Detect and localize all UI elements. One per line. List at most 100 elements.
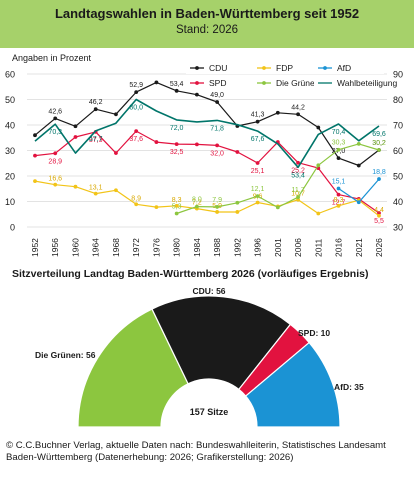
- y-tick-label-right: 90: [393, 70, 403, 80]
- data-point-cdu: [296, 112, 300, 117]
- data-point-die-gr-nen: [377, 148, 381, 152]
- x-tick-label: 2021: [354, 238, 364, 257]
- x-tick-label: 1988: [212, 238, 222, 257]
- data-point-fdp: [93, 191, 98, 196]
- data-label-fdp: 4,4: [374, 207, 384, 214]
- legend-dot-fdp: [262, 66, 266, 70]
- y-tick-label-left: 10: [5, 197, 15, 207]
- data-point-fdp: [316, 211, 321, 216]
- data-label-cdu: 44,2: [291, 104, 305, 111]
- legend-label-fdp: FDP: [276, 63, 293, 73]
- data-point-spd: [134, 129, 139, 134]
- data-point-fdp: [336, 203, 341, 208]
- data-point-spd: [336, 192, 341, 197]
- seat-label-die-gr-nen: Die Grünen: 56: [35, 350, 96, 360]
- y-tick-label-right: 70: [393, 121, 403, 131]
- data-point-fdp: [114, 188, 118, 193]
- data-label-spd: 25,1: [251, 168, 265, 175]
- y-tick-label-left: 20: [5, 172, 15, 182]
- legend-dot-die-gr-nen: [262, 81, 266, 85]
- y-tick-label-right: 30: [393, 223, 403, 233]
- data-point-spd: [194, 142, 199, 147]
- y-axis-title: Angaben in Prozent: [12, 53, 92, 63]
- data-point-fdp: [174, 203, 179, 208]
- data-point-spd: [154, 140, 159, 144]
- data-point-spd: [73, 135, 78, 139]
- data-label-wahlbeteiligung: 67,6: [251, 136, 265, 143]
- data-label-spd: 12,7: [332, 200, 346, 207]
- series-line-fdp: [34, 180, 380, 217]
- legend-dot-afd: [323, 66, 327, 70]
- data-label-spd: 5,5: [374, 218, 384, 225]
- header-banner: [0, 0, 414, 48]
- data-label-cdu: 30,2: [372, 140, 386, 147]
- page-title: Landtagswahlen in Baden-Württemberg seit…: [54, 6, 360, 21]
- x-tick-label: 1964: [91, 238, 101, 257]
- data-point-cdu: [275, 110, 280, 115]
- data-label-cdu: 49,0: [210, 92, 224, 99]
- data-label-wahlbeteiligung: 70,3: [48, 129, 62, 136]
- y-tick-label-right: 50: [393, 172, 403, 182]
- x-tick-label: 2001: [273, 238, 283, 257]
- legend-bg: [186, 62, 256, 74]
- data-point-fdp: [235, 210, 240, 214]
- data-point-fdp: [377, 213, 381, 218]
- data-point-afd: [356, 200, 361, 205]
- data-label-afd: 15,1: [332, 178, 346, 185]
- data-point-die-gr-nen: [215, 204, 220, 209]
- data-label-spd: 32,0: [210, 150, 224, 157]
- data-point-fdp: [33, 179, 37, 184]
- legend-label-die-gr-nen: Die Grünen: [276, 78, 320, 88]
- data-point-cdu: [73, 124, 78, 129]
- page-subtitle: Stand: 2026: [175, 24, 239, 36]
- data-point-fdp: [73, 184, 78, 189]
- data-point-cdu: [215, 100, 220, 104]
- data-point-cdu: [53, 116, 58, 121]
- data-point-spd: [33, 153, 37, 158]
- x-tick-label: 1996: [253, 238, 263, 257]
- data-label-wahlbeteiligung: 72,0: [170, 125, 184, 132]
- data-label-die-gr-nen: 30,2: [372, 140, 386, 147]
- data-label-die-gr-nen: 11,7: [292, 187, 305, 194]
- legend-bg: [186, 77, 256, 89]
- data-point-cdu: [33, 133, 37, 138]
- data-label-fdp: 8,9: [131, 195, 141, 202]
- data-label-fdp: 13,1: [89, 185, 103, 192]
- data-point-die-gr-nen: [255, 194, 260, 199]
- x-tick-label: 1960: [70, 238, 80, 257]
- data-point-spd: [296, 160, 300, 165]
- legend-dot-spd: [195, 81, 199, 85]
- data-point-cdu: [255, 119, 260, 124]
- y-tick-label-left: 50: [5, 95, 15, 105]
- seat-slice-die-gr-nen: [77, 308, 189, 428]
- data-label-spd: 32,5: [170, 149, 184, 156]
- legend-dot-cdu: [195, 66, 199, 70]
- seat-total-label: 157 Sitze: [190, 407, 229, 417]
- legend-label-spd: SPD: [209, 78, 226, 88]
- x-tick-label: 1992: [232, 238, 242, 257]
- x-tick-label: 1968: [111, 238, 121, 257]
- line-chart: 0 30 10 40 20 50 30 60 40 70 50 80 60 90 1952 1956 1960 1…: [5, 62, 403, 257]
- legend-bg: [314, 62, 384, 74]
- data-label-spd: 37,3: [89, 137, 103, 144]
- data-label-spd: 25,2: [291, 168, 305, 175]
- data-point-fdp: [53, 182, 58, 187]
- data-point-spd: [215, 143, 220, 148]
- data-point-spd: [255, 161, 260, 165]
- data-point-cdu: [154, 80, 159, 85]
- seat-slice-cdu: [151, 295, 292, 391]
- data-point-afd: [377, 177, 381, 181]
- x-tick-label: 1952: [30, 238, 40, 257]
- data-label-die-gr-nen: 7,9: [212, 197, 222, 204]
- data-point-fdp: [134, 202, 139, 207]
- data-label-cdu: 27,0: [332, 148, 346, 155]
- data-point-die-gr-nen: [336, 147, 341, 152]
- x-tick-label: 1980: [172, 238, 182, 257]
- data-label-die-gr-nen: 8,0: [192, 197, 202, 204]
- x-tick-label: 1976: [151, 238, 161, 257]
- data-label-die-gr-nen: 12,1: [251, 186, 265, 193]
- data-point-die-gr-nen: [275, 205, 280, 210]
- legend-label-cdu: CDU: [209, 63, 227, 73]
- data-label-fdp: 10,7: [291, 191, 305, 198]
- legend-label-wahlbeteiligung: Wahlbeteiligung: [337, 78, 397, 88]
